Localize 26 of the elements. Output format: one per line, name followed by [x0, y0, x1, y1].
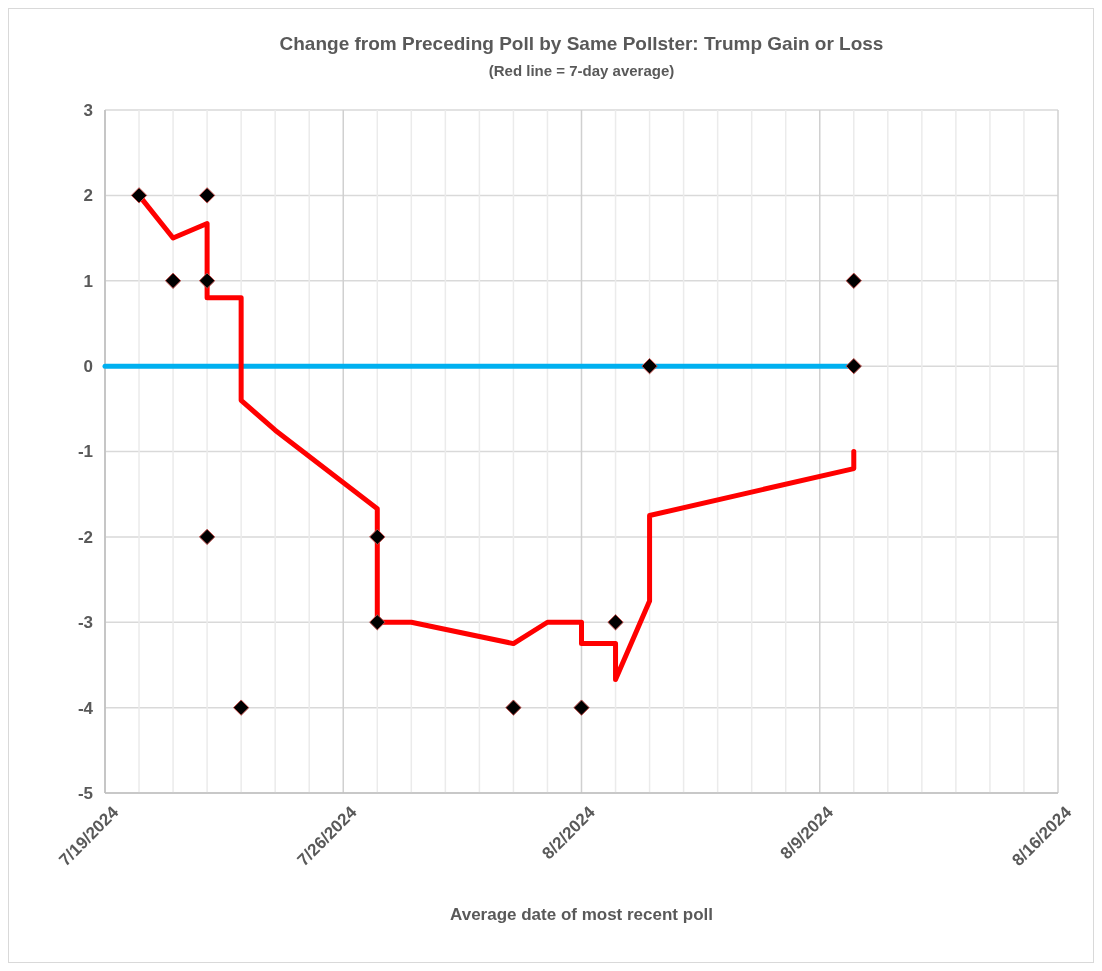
- chart-subtitle: (Red line = 7-day average): [488, 62, 675, 79]
- point: [505, 699, 522, 716]
- point: [369, 614, 386, 631]
- chart-title: Change from Preceding Poll by Same Pollster: Trump Gain or Loss: [279, 33, 884, 54]
- y-tick-label: 1: [83, 271, 93, 291]
- point: [607, 614, 624, 631]
- x-axis-title: Average date of most recent poll: [450, 905, 713, 924]
- point: [573, 699, 590, 716]
- point: [845, 272, 862, 289]
- y-tick-label: 2: [83, 186, 93, 206]
- point: [198, 272, 216, 289]
- point: [130, 187, 148, 204]
- point: [232, 699, 250, 716]
- y-tick-label: -2: [77, 527, 93, 547]
- y-tick-label: 3: [83, 100, 93, 120]
- point: [198, 187, 216, 204]
- point: [641, 357, 658, 375]
- y-tick-label: -3: [77, 613, 93, 633]
- y-tick-label: -1: [77, 442, 93, 462]
- point: [369, 528, 386, 546]
- point: [845, 357, 862, 375]
- y-tick-label: -5: [77, 783, 93, 803]
- y-tick-label: 0: [83, 357, 93, 377]
- point: [198, 528, 216, 546]
- y-tick-label: -4: [77, 698, 94, 718]
- point: [164, 272, 182, 289]
